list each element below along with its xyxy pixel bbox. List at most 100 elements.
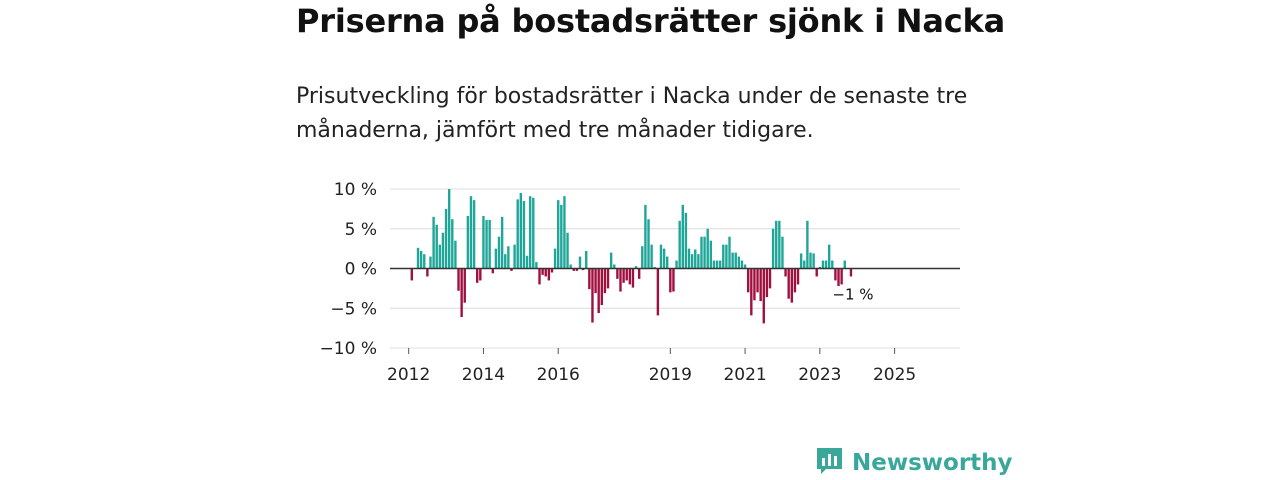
bar	[641, 246, 644, 269]
bar	[790, 268, 793, 303]
bar	[494, 248, 498, 269]
bar	[666, 256, 669, 269]
bar	[703, 236, 706, 269]
bar	[569, 264, 572, 269]
bar	[575, 268, 579, 271]
bar	[625, 268, 628, 281]
bars	[410, 189, 853, 324]
bar	[840, 268, 843, 285]
bar	[675, 260, 678, 269]
bar	[444, 208, 448, 269]
bar	[678, 220, 681, 269]
bar	[510, 268, 513, 271]
bar	[594, 268, 597, 294]
bar	[647, 219, 650, 269]
bar	[737, 256, 741, 269]
bar	[463, 268, 466, 303]
bar	[466, 216, 470, 269]
bar	[793, 268, 797, 293]
bar	[491, 268, 494, 274]
bar	[834, 268, 837, 281]
bar	[771, 228, 775, 269]
bar	[650, 244, 653, 269]
bar	[787, 268, 790, 299]
bar	[634, 266, 638, 269]
bar	[547, 268, 551, 281]
bar	[429, 256, 432, 269]
bar	[447, 189, 451, 269]
bar	[778, 220, 781, 269]
bar	[718, 260, 722, 269]
bar	[504, 254, 507, 269]
bar	[644, 204, 647, 269]
x-tick-label: 2014	[462, 365, 505, 385]
bar	[603, 268, 607, 294]
bar	[563, 196, 566, 269]
bar	[722, 244, 725, 269]
bar	[849, 268, 853, 277]
bar	[522, 200, 526, 269]
brand: Newsworthy	[815, 446, 1013, 480]
bar	[843, 260, 846, 269]
bar	[622, 268, 625, 283]
bar	[457, 268, 460, 291]
bar	[588, 268, 591, 290]
y-tick-label: 5 %	[345, 220, 377, 240]
bar	[740, 260, 744, 269]
bar	[535, 262, 538, 269]
y-tick-label: 10 %	[334, 180, 377, 200]
bar	[438, 244, 442, 269]
bar	[528, 196, 532, 269]
bar	[784, 268, 787, 277]
newsworthy-logo-icon	[815, 446, 844, 480]
bar	[743, 264, 747, 269]
bar	[759, 268, 762, 302]
bar	[672, 268, 675, 292]
bar	[812, 253, 815, 269]
bar	[479, 268, 482, 281]
bar	[662, 248, 666, 269]
bar	[516, 199, 519, 269]
bar	[747, 268, 750, 293]
bar	[706, 228, 709, 269]
bar	[544, 268, 547, 277]
bar	[532, 197, 535, 269]
bar	[485, 220, 488, 269]
bar	[497, 236, 501, 269]
bar	[775, 220, 778, 269]
bar	[837, 268, 840, 286]
bar	[578, 256, 582, 269]
x-tick-label: 2012	[387, 365, 430, 385]
bar	[550, 268, 554, 273]
bar	[659, 244, 663, 269]
bar	[472, 200, 476, 269]
bar	[616, 268, 619, 279]
y-axis-ticks: 10 % 5 % 0 % −5 % −10 %	[320, 180, 377, 359]
page-title: Priserna på bostadsrätter sjönk i Nacka	[296, 2, 1005, 40]
bar	[734, 252, 737, 269]
bar	[423, 254, 426, 269]
x-tick-label: 2023	[798, 365, 841, 385]
bar	[557, 200, 560, 269]
latest-value-label: −1 %	[832, 285, 873, 303]
bar	[803, 260, 806, 269]
bar	[553, 248, 557, 269]
bar	[416, 247, 420, 269]
bar	[690, 254, 694, 269]
bar	[681, 204, 684, 269]
bar	[628, 268, 632, 285]
bar	[728, 236, 731, 269]
bar	[541, 268, 544, 275]
annotations: −1 %	[832, 285, 873, 303]
bar	[806, 220, 809, 269]
x-tick-label: 2025	[873, 365, 916, 385]
bar	[606, 268, 610, 289]
bar	[441, 232, 445, 269]
bar	[765, 268, 769, 298]
x-axis-ticks: 2012 2014 2016 2019 2021 2023 2025	[387, 348, 916, 385]
x-tick-label: 2019	[649, 365, 692, 385]
bar	[700, 236, 703, 269]
bar	[768, 268, 772, 289]
bar	[513, 244, 516, 269]
bar	[637, 268, 641, 279]
